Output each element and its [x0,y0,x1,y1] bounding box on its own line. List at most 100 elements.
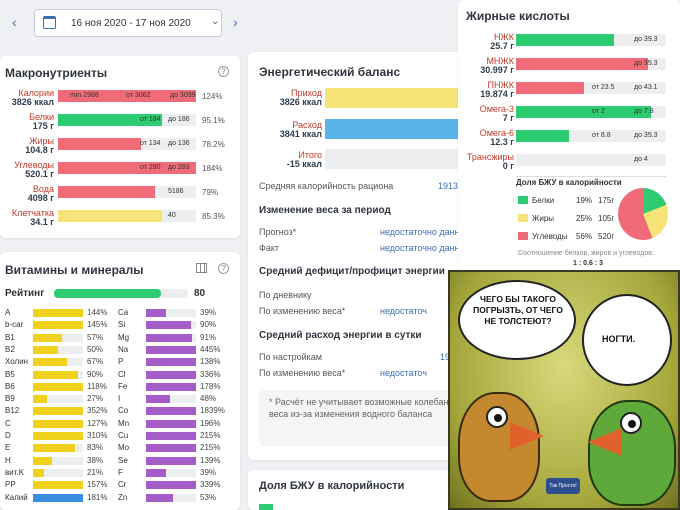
prev-arrow[interactable]: ‹ [12,14,17,30]
macro-to: 5186 [168,188,184,195]
vitamin-row: Mg 91% [118,333,230,342]
bju-pct: 56% [576,232,593,241]
vitamin-percent: 118% [87,381,107,391]
vitamin-bar-fill [146,419,196,428]
vitamin-row: E 83% [5,443,117,453]
fatty-bar: от 23.5 до 43.1 [516,82,666,94]
macro-label: Жиры 104.8 г [25,136,54,155]
vitamin-bar [146,493,196,502]
vitamin-bar [33,370,83,379]
vitamin-name: B5 [5,369,15,379]
vitamin-name: Mo [118,443,130,453]
vitamin-bar-fill [33,382,83,391]
fatty-to: до 43.1 [634,84,658,91]
vitamin-row: I 48% [118,394,230,404]
vitamin-bar-fill [33,358,67,367]
vitamin-bar-fill [33,493,83,502]
fatty-bar-fill [516,106,651,118]
vitamin-name: Cu [118,431,129,440]
forecast-label: Прогноз* [259,227,297,237]
vitamin-bar-fill [33,345,58,354]
macro-bar: от 184 до 186 [58,114,196,126]
vitamin-name: E [5,443,11,453]
meme-image: ЧЕГО БЫ ТАКОГО ПОГРЫЗТЬ, ОТ ЧЕГО НЕ ТОЛС… [448,270,680,510]
vitamin-row: B6 118% [5,382,117,391]
spend-bar [325,119,485,139]
macro-from: от 134 [140,140,161,147]
macro-card: Макронутриенты ? Калории 3826 ккал min 298… [0,56,240,238]
fatty-to: до 7.8 [634,108,654,115]
vitamin-percent: 144% [87,308,108,317]
vitamin-bar-fill [146,370,196,379]
rating-value: 80 [194,288,206,299]
vitamin-bar [146,309,196,317]
bju-name: Углеводы [532,232,568,241]
vitamin-percent: 336% [200,369,221,379]
vitamin-name: Холин [5,357,29,367]
meme-badge: Так Просто! [546,478,580,494]
vitamin-bar-fill [33,407,83,416]
vitamin-row: C 127% [5,419,117,428]
macro-to: до 283 [168,164,190,171]
vitamin-row: B12 352% [5,406,117,416]
right-bubble [582,294,672,386]
help-icon[interactable]: ? [218,263,229,274]
vitamin-bar [146,333,196,342]
fatty-label: Трансжиры 0 г [466,152,514,171]
right-eye [620,412,642,434]
bju-bottom-title: Доля БЖУ в калорийности [259,480,405,492]
next-arrow[interactable]: › [233,14,238,30]
help-icon[interactable]: ? [218,66,229,77]
table-icon[interactable] [196,263,207,273]
fatty-label: Омега-3 7 г [479,104,514,123]
vitamin-name: Zn [118,492,128,502]
macro-from: от 3062 [126,92,151,99]
left-bubble-text: ЧЕГО БЫ ТАКОГО ПОГРЫЗТЬ, ОТ ЧЕГО НЕ ТОЛС… [473,294,563,326]
vitamin-bar-fill [33,481,83,490]
fatty-bar-fill [516,82,584,94]
vitamin-name: Mn [118,418,130,428]
macro-label: Калории 3826 ккал [11,88,54,107]
bju-name: Жиры [532,214,555,223]
fatty-bar: до 39.3 [516,34,666,46]
vitamin-bar-fill [33,321,83,330]
vitamin-bar [33,321,83,330]
by-diary-label: По дневнику [259,290,312,300]
bju-pct: 25% [576,214,593,223]
spend-label: Расход 3841 ккал [279,120,322,139]
bju-grams: 520г [598,232,615,241]
macro-label: Белки 175 г [29,112,54,131]
vitamin-bar [33,358,83,367]
vitamin-bar [33,456,83,465]
vitamin-name: Na [118,344,129,354]
vitamin-percent: 39% [200,467,217,477]
by-settings-label: По настройкам [259,352,322,362]
date-range: 16 ноя 2020 - 17 ноя 2020 [71,18,191,29]
vitamin-row: P 138% [118,357,230,367]
vitamin-row: Cl 336% [118,370,230,379]
vitamin-name: Fe [118,381,128,391]
rating-label: Рейтинг [5,288,45,299]
vitamin-bar-fill [146,444,196,453]
vitamin-name: вит.K [5,467,25,477]
by-weight-value: недостаточ [380,306,427,316]
macro-percent: 124% [202,92,223,101]
fatty-title: Жирные кислоты [466,9,570,23]
intake-label: Приход 3826 ккал [279,88,322,107]
macro-bar-fill [58,90,196,102]
vitamin-bar-fill [33,432,83,440]
macro-from: от 280 [140,164,161,171]
vitamin-bar-fill [146,456,196,465]
vitamin-bar-fill [146,382,196,391]
date-picker[interactable]: 16 ноя 2020 - 17 ноя 2020 ⌄ [34,9,222,37]
vitamin-percent: 310% [87,431,108,440]
fatty-bar-fill [516,58,648,70]
vitamin-bar [146,432,196,440]
vitamin-bar [33,309,83,317]
vitamin-row: B2 50% [5,345,117,354]
macro-label: Углеводы 520.1 г [14,160,54,179]
fatty-bar-fill [516,130,569,142]
vitamin-row: Ca 39% [118,308,230,317]
fatty-label: ПНЖК 19.874 г [480,80,514,99]
vitamin-row: b-car 145% [5,320,117,330]
